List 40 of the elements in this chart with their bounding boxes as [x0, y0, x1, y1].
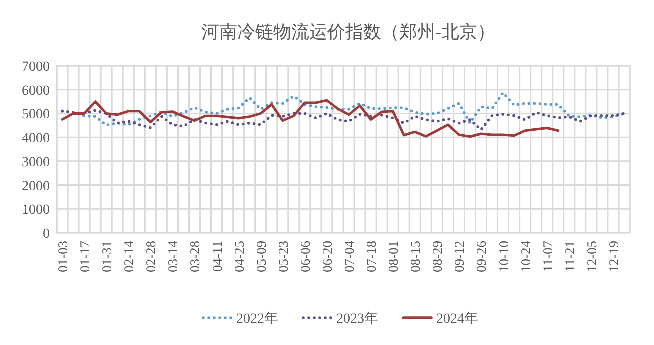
y-tick-label: 1000	[22, 203, 50, 218]
x-tick-label: 09-26	[474, 240, 490, 272]
x-tick-label: 06-20	[320, 240, 335, 272]
x-tick-label: 12-05	[584, 240, 600, 272]
chart-title: 河南冷链物流运价指数（郑州-北京）	[202, 22, 496, 42]
x-tick-label: 08-29	[430, 240, 446, 272]
x-tick-label: 05-23	[276, 240, 291, 272]
x-tick-label: 04-25	[232, 240, 247, 272]
x-tick-label: 06-06	[298, 240, 313, 272]
x-tick-label: 07-04	[342, 240, 358, 272]
x-tick-label: 05-09	[254, 240, 269, 272]
x-tick-label: 01-17	[78, 240, 93, 272]
x-tick-label: 11-21	[562, 241, 578, 272]
legend-label: 2022年	[236, 311, 278, 327]
x-tick-label: 01-03	[56, 240, 71, 272]
y-tick-label: 6000	[22, 84, 50, 99]
x-tick-label: 04-11	[210, 241, 225, 272]
x-tick-label: 09-12	[452, 241, 468, 272]
line-series	[61, 99, 560, 138]
x-tick-label: 10-10	[496, 240, 512, 272]
y-tick-label: 7000	[22, 60, 50, 75]
x-tick-label: 07-18	[364, 240, 380, 272]
y-tick-label: 0	[43, 227, 50, 242]
line-series	[61, 109, 626, 132]
x-tick-label: 10-24	[518, 240, 534, 272]
x-tick-label: 02-14	[122, 240, 137, 272]
x-tick-label: 02-28	[144, 240, 159, 272]
legend-label: 2023年	[336, 311, 378, 327]
x-tick-label: 03-14	[166, 240, 181, 272]
y-tick-label: 3000	[22, 155, 50, 170]
x-tick-label: 08-15	[408, 240, 424, 272]
x-tick-label: 12-19	[606, 240, 622, 272]
legend-label: 2024年	[436, 311, 478, 327]
y-tick-label: 2000	[22, 179, 50, 194]
x-tick-label: 11-07	[540, 240, 556, 272]
x-tick-label: 08-01	[386, 241, 402, 272]
y-tick-label: 4000	[22, 132, 50, 147]
x-tick-label: 01-31	[100, 241, 115, 272]
x-tick-label: 03-28	[188, 240, 203, 272]
y-tick-label: 5000	[22, 108, 50, 123]
